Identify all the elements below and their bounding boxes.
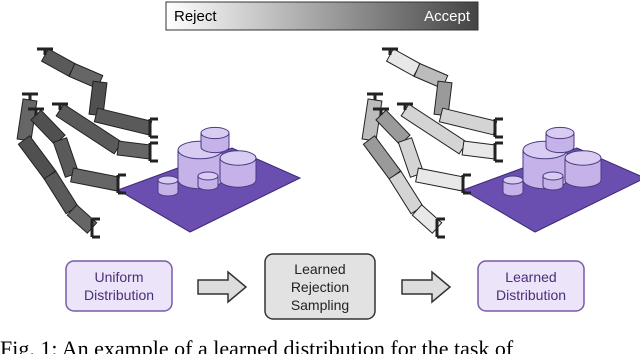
arm-link bbox=[116, 140, 152, 160]
arm-link bbox=[40, 48, 77, 77]
cylinder bbox=[502, 180, 524, 197]
caption: Fig. 1: An example of a learned distribu… bbox=[0, 336, 514, 354]
cylinder bbox=[219, 158, 257, 188]
cylinder bbox=[157, 180, 179, 197]
base bbox=[382, 47, 398, 55]
base bbox=[397, 102, 413, 110]
gripper bbox=[148, 117, 158, 139]
gripper bbox=[461, 173, 471, 195]
gripper bbox=[435, 217, 445, 239]
arrow bbox=[401, 270, 452, 304]
score-bar bbox=[165, 1, 479, 31]
base bbox=[28, 107, 44, 115]
gripper bbox=[90, 217, 100, 239]
arm-link bbox=[385, 48, 422, 77]
scenes bbox=[16, 47, 640, 239]
cylinder-top bbox=[564, 150, 602, 166]
arm-link bbox=[415, 167, 465, 192]
box-text: Learned bbox=[294, 261, 345, 277]
base bbox=[373, 107, 389, 115]
box-text: Learned bbox=[505, 269, 556, 285]
arm-link bbox=[17, 135, 57, 180]
arrow bbox=[197, 270, 248, 304]
cylinder-top bbox=[197, 171, 219, 181]
gripper bbox=[148, 141, 158, 163]
cylinder-top bbox=[200, 126, 230, 140]
box-learned bbox=[477, 260, 585, 312]
box-text: Distribution bbox=[84, 287, 154, 303]
box-sampling bbox=[264, 253, 376, 320]
reject-label: Reject bbox=[174, 8, 217, 25]
cylinder-top bbox=[545, 126, 575, 140]
base bbox=[52, 102, 68, 110]
base bbox=[367, 92, 383, 100]
gripper bbox=[493, 141, 503, 163]
box-uniform bbox=[65, 260, 173, 312]
arm-link bbox=[461, 140, 497, 160]
base bbox=[37, 47, 53, 55]
cylinder-top bbox=[157, 175, 179, 185]
box-text: Sampling bbox=[291, 297, 349, 313]
arm-link bbox=[362, 135, 402, 180]
base bbox=[22, 92, 38, 100]
cylinder-top bbox=[219, 150, 257, 166]
cylinder-top bbox=[542, 171, 564, 181]
gripper bbox=[116, 173, 126, 195]
cylinder-top bbox=[502, 175, 524, 185]
arm-link bbox=[70, 167, 120, 192]
gripper bbox=[493, 117, 503, 139]
cylinder bbox=[564, 158, 602, 188]
box-text: Uniform bbox=[94, 269, 143, 285]
accept-label: Accept bbox=[424, 8, 471, 25]
box-text: Rejection bbox=[291, 279, 349, 295]
box-text: Distribution bbox=[496, 287, 566, 303]
